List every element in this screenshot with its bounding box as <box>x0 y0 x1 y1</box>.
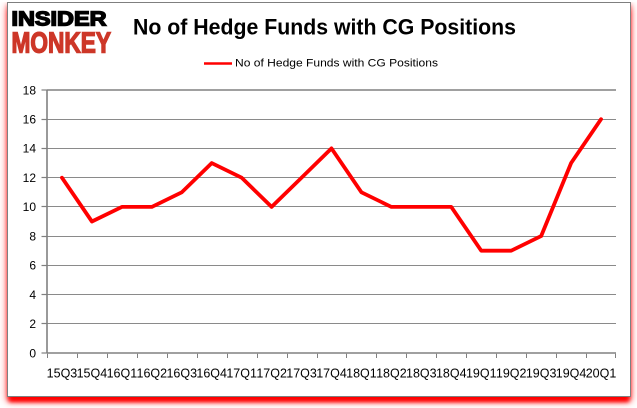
svg-text:20Q1: 20Q1 <box>586 367 617 381</box>
svg-text:17Q3: 17Q3 <box>286 367 317 381</box>
svg-text:12: 12 <box>23 171 37 185</box>
svg-text:MONKEY: MONKEY <box>12 28 112 60</box>
svg-text:16Q1: 16Q1 <box>107 367 138 381</box>
svg-text:18Q1: 18Q1 <box>346 367 377 381</box>
svg-text:18Q2: 18Q2 <box>376 367 407 381</box>
svg-text:18Q3: 18Q3 <box>406 367 437 381</box>
svg-text:18: 18 <box>23 83 37 97</box>
svg-text:19Q2: 19Q2 <box>496 367 527 381</box>
svg-text:14: 14 <box>23 142 37 156</box>
svg-text:0: 0 <box>29 346 36 360</box>
svg-text:16Q2: 16Q2 <box>137 367 168 381</box>
svg-text:17Q1: 17Q1 <box>226 367 257 381</box>
svg-text:16Q4: 16Q4 <box>196 367 227 381</box>
svg-text:19Q1: 19Q1 <box>466 367 497 381</box>
svg-text:16: 16 <box>23 113 37 127</box>
svg-text:19Q4: 19Q4 <box>556 367 587 381</box>
svg-text:2: 2 <box>29 317 36 331</box>
svg-text:8: 8 <box>29 229 36 243</box>
svg-text:No of Hedge Funds with CG Posi: No of Hedge Funds with CG Positions <box>235 58 439 70</box>
svg-text:19Q3: 19Q3 <box>526 367 557 381</box>
svg-text:4: 4 <box>29 288 36 302</box>
svg-text:16Q3: 16Q3 <box>166 367 197 381</box>
svg-text:6: 6 <box>29 259 36 273</box>
svg-text:17Q2: 17Q2 <box>256 367 287 381</box>
svg-text:10: 10 <box>23 200 37 214</box>
svg-text:15Q3: 15Q3 <box>47 367 78 381</box>
svg-text:INSIDER: INSIDER <box>12 9 108 31</box>
svg-text:No of Hedge Funds with CG Posi: No of Hedge Funds with CG Positions <box>133 15 516 40</box>
svg-text:18Q4: 18Q4 <box>436 367 467 381</box>
svg-text:17Q4: 17Q4 <box>316 367 347 381</box>
svg-text:15Q4: 15Q4 <box>77 367 108 381</box>
